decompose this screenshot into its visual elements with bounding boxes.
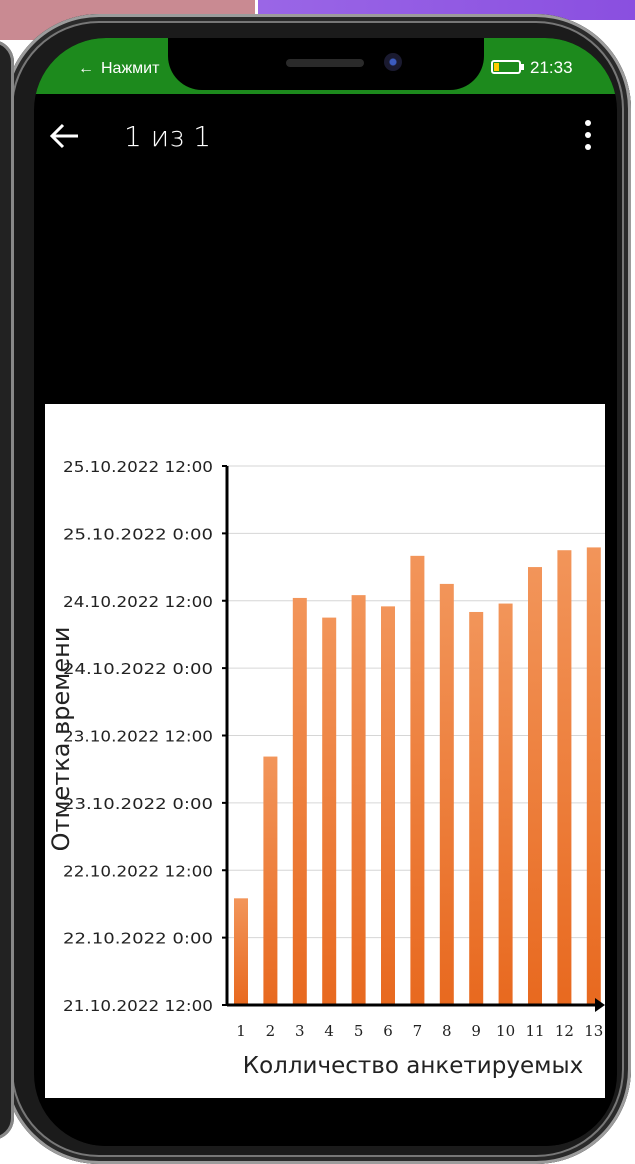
y-tick-label: 21.10.2022 12:00 bbox=[63, 997, 213, 1015]
y-tick-label: 24.10.2022 0:00 bbox=[63, 660, 213, 678]
x-tick-label: 4 bbox=[324, 1022, 334, 1040]
y-tick-label: 23.10.2022 0:00 bbox=[63, 795, 213, 813]
x-tick-label: 12 bbox=[555, 1022, 574, 1040]
bar bbox=[469, 611, 484, 1005]
y-tick-label: 25.10.2022 12:00 bbox=[63, 458, 213, 476]
bar bbox=[351, 595, 366, 1005]
status-time: 21:33 bbox=[530, 58, 573, 77]
battery-icon bbox=[491, 60, 521, 74]
battery-tip bbox=[521, 64, 524, 70]
bar bbox=[410, 555, 425, 1005]
y-tick-label: 25.10.2022 0:00 bbox=[63, 525, 213, 543]
back-arrow-icon[interactable] bbox=[48, 118, 84, 154]
y-tick-label: 24.10.2022 12:00 bbox=[63, 593, 213, 611]
status-notice-text[interactable]: Нажмит bbox=[101, 60, 160, 77]
bar bbox=[381, 606, 395, 1005]
y-axis-title: Отметка времени bbox=[47, 627, 75, 852]
y-tick-label: 22.10.2022 0:00 bbox=[63, 930, 213, 948]
bar bbox=[586, 547, 601, 1005]
bar bbox=[292, 597, 307, 1005]
x-tick-label: 11 bbox=[525, 1022, 544, 1040]
x-axis-arrow bbox=[595, 998, 605, 1012]
bottom-bar bbox=[34, 1098, 617, 1146]
x-tick-label: 9 bbox=[471, 1022, 481, 1040]
x-tick-label: 3 bbox=[295, 1022, 305, 1040]
page-counter: 1 из 1 bbox=[124, 120, 212, 153]
overflow-menu-icon[interactable] bbox=[582, 118, 594, 152]
camera-notch bbox=[168, 38, 484, 90]
bar bbox=[234, 898, 248, 1005]
bar bbox=[439, 583, 454, 1005]
bar-chart: 21.10.2022 12:00 22.10.2022 0:00 22.10.202… bbox=[47, 458, 605, 1079]
status-back-glyph[interactable]: ← bbox=[78, 60, 94, 77]
bar bbox=[498, 603, 513, 1005]
bar bbox=[322, 617, 337, 1005]
x-tick-label: 7 bbox=[413, 1022, 423, 1040]
x-tick-label: 2 bbox=[266, 1022, 276, 1040]
x-tick-label: 8 bbox=[442, 1022, 452, 1040]
x-tick-label: 13 bbox=[584, 1022, 603, 1040]
earpiece-speaker bbox=[286, 59, 364, 67]
second-phone-edge bbox=[0, 40, 14, 1140]
x-axis-title: Колличество анкетируемых bbox=[243, 1053, 583, 1079]
phone-screen: ← Нажмит 6 21:33 1 из 1 bbox=[34, 38, 617, 1146]
image-viewer: 21.10.2022 12:00 22.10.2022 0:00 22.10.202… bbox=[45, 404, 605, 1098]
bar bbox=[263, 756, 278, 1005]
x-tick-label: 1 bbox=[236, 1022, 246, 1040]
y-tick-label: 22.10.2022 12:00 bbox=[63, 862, 213, 880]
x-tick-label: 6 bbox=[383, 1022, 393, 1040]
front-camera bbox=[384, 53, 402, 71]
y-tick-label: 23.10.2022 12:00 bbox=[63, 728, 213, 746]
bar bbox=[557, 550, 572, 1005]
x-tick-label: 10 bbox=[496, 1022, 515, 1040]
app-bar: 1 из 1 bbox=[34, 108, 617, 168]
x-tick-label: 5 bbox=[354, 1022, 364, 1040]
bar bbox=[528, 567, 542, 1005]
